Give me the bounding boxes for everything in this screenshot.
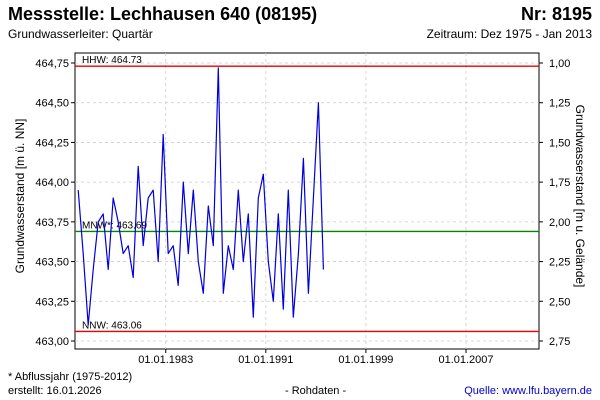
y-tick-label-left: 464,75 xyxy=(35,58,69,70)
page-title: Messstelle: Lechhausen 640 (08195) xyxy=(8,4,318,24)
y-axis-label-right: Grundwasserstand [m u. Gelände] xyxy=(573,105,587,288)
y-tick-label-left: 463,25 xyxy=(35,296,69,308)
created-date: erstellt: 16.01.2026 xyxy=(8,385,102,397)
y-tick-label-right: 2,50 xyxy=(549,296,570,308)
reference-lines: HHW: 464.73 MNW*: 463.69 NNW: 463.06 xyxy=(75,55,539,333)
y-axis-label-left: Grundwasserstand [m ü. NN] xyxy=(13,119,27,274)
station-number: Nr: 8195 xyxy=(520,4,592,24)
y-tick-label-right: 2,00 xyxy=(549,217,570,229)
y-tick-label-right: 1,50 xyxy=(549,137,570,149)
y-tick-label-left: 463,00 xyxy=(35,336,69,348)
series-layer xyxy=(77,67,324,326)
y-tick-label-right: 1,00 xyxy=(549,58,570,70)
x-tick-label: 01.01.2007 xyxy=(438,354,493,366)
footnote: * Abflussjahr (1975-2012) xyxy=(8,371,133,383)
groundwater-series-line xyxy=(77,67,324,326)
period-label: Zeitraum: Dez 1975 - Jan 2013 xyxy=(426,27,592,41)
rawdata-label: - Rohdaten - xyxy=(285,385,347,397)
y-tick-label-left: 464,50 xyxy=(35,98,69,110)
y-tick-label-left: 463,50 xyxy=(35,257,69,269)
y-tick-label-right: 1,75 xyxy=(549,177,570,189)
y-tick-label-left: 464,00 xyxy=(35,177,69,189)
x-tick-label: 01.01.1983 xyxy=(138,354,193,366)
reference-line-label: NNW: 463.06 xyxy=(82,320,142,331)
x-tick-label: 01.01.1999 xyxy=(338,354,393,366)
y-tick-label-right: 2,25 xyxy=(549,257,570,269)
y-tick-label-right: 1,25 xyxy=(549,98,570,110)
reference-line-label: HHW: 464.73 xyxy=(82,55,142,66)
y-tick-label-right: 2,75 xyxy=(549,336,570,348)
source-link[interactable]: Quelle: www.lfu.bayern.de xyxy=(464,385,592,397)
grid-layer xyxy=(75,53,539,349)
axis-layer: 463,00 2,75 463,25 2,50 463,50 2,25 463,75 2,00… xyxy=(35,58,570,366)
aquifer-label: Grundwasserleiter: Quartär xyxy=(8,27,153,41)
plot-area xyxy=(74,52,540,350)
reference-line-label: MNW*: 463.69 xyxy=(82,220,147,231)
y-tick-label-left: 464,25 xyxy=(35,137,69,149)
x-tick-label: 01.01.1991 xyxy=(238,354,293,366)
y-tick-label-left: 463,75 xyxy=(35,217,69,229)
